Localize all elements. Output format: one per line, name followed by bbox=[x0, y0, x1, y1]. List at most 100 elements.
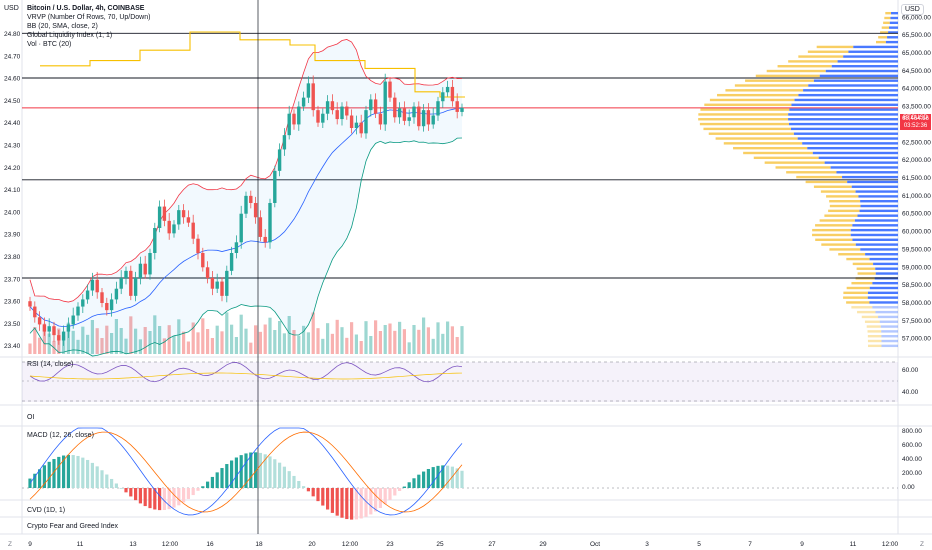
vp-row-up bbox=[794, 98, 898, 102]
candle-body bbox=[402, 108, 407, 121]
vp-row-up bbox=[788, 118, 898, 121]
macd-hist-bar bbox=[42, 465, 46, 488]
right-axis-tick: 61,500.00 bbox=[902, 175, 931, 182]
volume-bar bbox=[345, 337, 349, 354]
cvd-title[interactable]: CVD (1D, 1) bbox=[27, 507, 66, 514]
vp-row-up bbox=[789, 108, 898, 111]
oi-title[interactable]: OI bbox=[27, 414, 35, 421]
vp-row-down bbox=[851, 281, 873, 285]
macd-hist-bar bbox=[47, 461, 51, 488]
vp-row-down bbox=[703, 127, 791, 131]
vp-row-up bbox=[824, 161, 898, 164]
vp-row-up bbox=[889, 26, 898, 29]
candle-body bbox=[114, 288, 119, 300]
vp-row-up bbox=[878, 315, 898, 319]
macd-hist-bar bbox=[354, 488, 358, 520]
macd-title[interactable]: MACD (12, 26, close) bbox=[27, 432, 94, 439]
vp-row-down bbox=[878, 36, 888, 39]
macd-hist-bar bbox=[105, 474, 109, 488]
volume-bar bbox=[287, 316, 291, 354]
volume-bar bbox=[311, 312, 315, 354]
candle-body bbox=[340, 106, 344, 120]
legend-volume[interactable]: Vol · BTC (20) bbox=[27, 41, 72, 48]
candle-body bbox=[359, 122, 363, 134]
vp-row-down bbox=[857, 310, 876, 314]
x-axis-tick: 7 bbox=[748, 541, 752, 548]
vp-row-down bbox=[819, 219, 855, 222]
vp-row-up bbox=[875, 272, 898, 275]
candle-body bbox=[263, 236, 267, 243]
vp-row-up bbox=[885, 40, 898, 44]
volume-bar bbox=[321, 338, 325, 354]
macd-hist-bar bbox=[335, 488, 339, 516]
right-axis-tick: 57,500.00 bbox=[902, 318, 931, 325]
volume-bar bbox=[186, 341, 190, 354]
vp-row-down bbox=[753, 156, 819, 160]
volume-bar bbox=[90, 320, 94, 354]
vp-row-down bbox=[796, 175, 843, 179]
legend-gli[interactable]: Global Liquidity Index (1, 1) bbox=[27, 32, 113, 39]
macd-hist-bar bbox=[234, 457, 238, 488]
legend-bb[interactable]: BB (20, SMA, close, 2) bbox=[27, 23, 98, 30]
candle-body bbox=[162, 206, 167, 221]
vp-row-up bbox=[889, 21, 898, 25]
volume-bar bbox=[167, 325, 171, 354]
macd-hist-bar bbox=[172, 488, 176, 508]
right-axis-tick: 63,500.00 bbox=[902, 104, 931, 111]
candle-body bbox=[153, 228, 157, 253]
volume-bar bbox=[230, 324, 234, 354]
vp-row-up bbox=[842, 175, 898, 179]
candle-body bbox=[364, 110, 368, 134]
volume-bar bbox=[258, 331, 262, 354]
candle-body bbox=[157, 206, 162, 228]
legend-vrvp[interactable]: VRVP (Number Of Rows, 70, Up/Down) bbox=[27, 14, 151, 21]
left-axis-tick: 24.30 bbox=[4, 143, 21, 150]
vp-row-up bbox=[853, 45, 898, 49]
x-axis-tick: 13 bbox=[129, 541, 137, 548]
macd-hist-bar bbox=[76, 455, 80, 488]
vp-row-up bbox=[812, 151, 898, 155]
candle-body bbox=[109, 299, 114, 311]
volume-bar bbox=[201, 318, 205, 354]
volume-bar bbox=[393, 330, 397, 354]
vp-row-down bbox=[867, 344, 882, 348]
vp-row-up bbox=[791, 103, 898, 106]
symbol-title[interactable]: Bitcoin / U.S. Dollar, 4h, COINBASE bbox=[27, 5, 145, 12]
fear-greed-title[interactable]: Crypto Fear and Greed Index bbox=[27, 523, 119, 530]
vp-row-down bbox=[867, 335, 882, 338]
volume-bars bbox=[28, 312, 464, 354]
x-axis-tick: 27 bbox=[488, 541, 496, 548]
vp-row-up bbox=[789, 122, 898, 126]
vp-row-down bbox=[846, 286, 870, 290]
left-axis-unit: USD bbox=[4, 5, 19, 12]
volume-bar bbox=[278, 321, 282, 354]
candle-body bbox=[321, 113, 325, 123]
global-liquidity-line bbox=[40, 31, 465, 98]
right-axis-unit[interactable]: USD bbox=[901, 4, 924, 15]
vp-row-down bbox=[766, 69, 826, 73]
macd-hist-bar bbox=[162, 488, 166, 511]
x-axis-tick: 29 bbox=[539, 541, 547, 548]
candle-body bbox=[234, 242, 239, 253]
macd-hist-bar bbox=[316, 488, 320, 502]
volume-bar bbox=[330, 333, 334, 354]
candle-body bbox=[239, 213, 243, 243]
macd-hist-bar bbox=[268, 456, 272, 488]
macd-hist-bar bbox=[422, 471, 426, 488]
macd-hist-bar bbox=[57, 456, 61, 488]
macd-hist-bar bbox=[220, 468, 224, 488]
vp-row-up bbox=[798, 93, 898, 97]
volume-bar bbox=[412, 325, 416, 354]
volume-bar bbox=[316, 328, 320, 354]
macd-hist-bar bbox=[450, 466, 454, 488]
volume-bar bbox=[148, 331, 152, 354]
macd-line bbox=[29, 427, 463, 516]
macd-tick: 800.00 bbox=[902, 428, 922, 435]
candle-body bbox=[273, 170, 277, 203]
rsi-title[interactable]: RSI (14, close) bbox=[27, 361, 74, 368]
vp-row-down bbox=[843, 291, 868, 295]
vp-row-up bbox=[855, 243, 898, 246]
macd-hist-bar bbox=[52, 459, 56, 488]
candle-body bbox=[172, 224, 176, 234]
